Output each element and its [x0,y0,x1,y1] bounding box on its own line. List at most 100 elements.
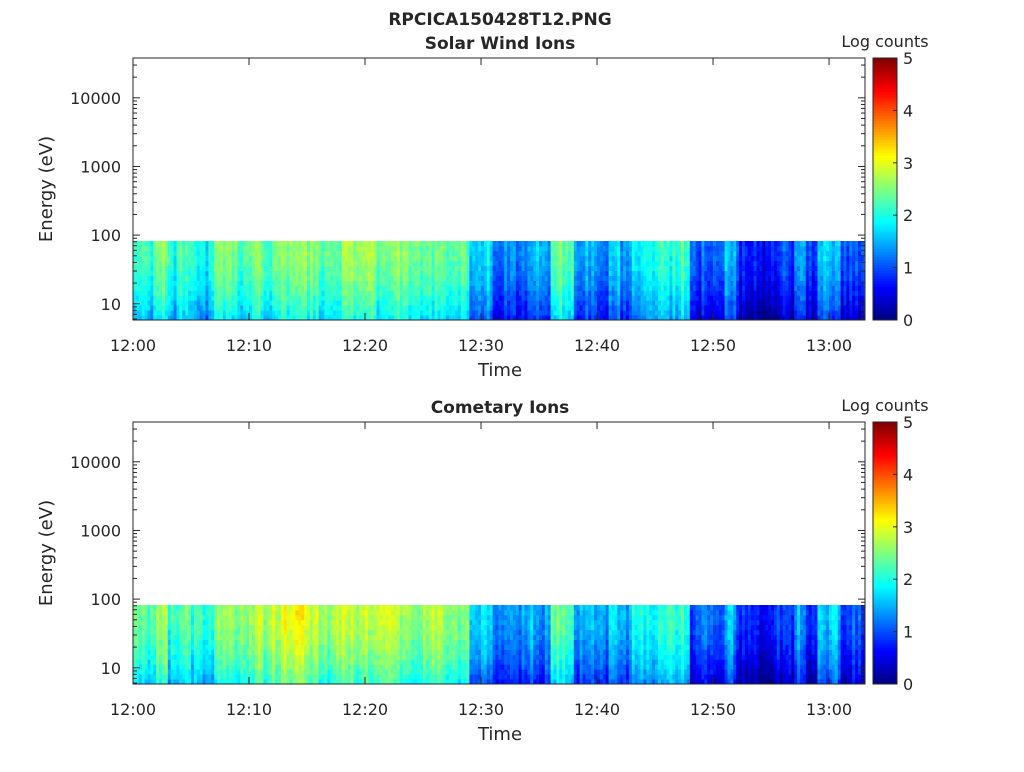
heatmap-cell [461,305,464,310]
heatmap-cell [307,271,310,276]
heatmap-cell [426,261,429,266]
heatmap-cell [646,261,649,266]
heatmap-cell [780,276,783,281]
heatmap-cell [240,669,243,674]
heatmap-cell [417,290,420,295]
heatmap-cell [368,290,371,295]
heatmap-cell [823,290,826,295]
heatmap-cell [232,625,235,630]
heatmap-cell [362,300,365,305]
heatmap-cell [835,266,838,271]
heatmap-cell [203,300,206,305]
heatmap-cell [675,261,678,266]
heatmap-cell [423,256,426,261]
heatmap-cell [179,630,182,635]
heatmap-cell [214,635,217,640]
heatmap-cell [232,640,235,645]
heatmap-cell [208,241,211,246]
heatmap-cell [380,290,383,295]
heatmap-cell [852,310,855,315]
heatmap-cell [182,620,185,625]
heatmap-cell [168,630,171,635]
heatmap-cell [174,295,177,300]
heatmap-cell [716,300,719,305]
heatmap-cell [806,281,809,286]
heatmap-cell [237,295,240,300]
heatmap-cell [513,305,516,310]
heatmap-cell [525,281,528,286]
heatmap-cell [214,674,217,679]
heatmap-cell [600,256,603,261]
heatmap-cell [542,266,545,271]
heatmap-cell [583,256,586,261]
heatmap-cell [861,256,864,261]
heatmap-cell [699,246,702,251]
heatmap-cell [237,630,240,635]
heatmap-cell [446,300,449,305]
heatmap-cell [777,241,780,246]
heatmap-cell [600,271,603,276]
heatmap-cell [591,246,594,251]
heatmap-cell [162,605,165,610]
heatmap-cell [388,251,391,256]
heatmap-cell [530,305,533,310]
heatmap-cell [736,281,739,286]
heatmap-cell [159,645,162,650]
heatmap-cell [667,310,670,315]
heatmap-cell [165,674,168,679]
heatmap-cell [397,310,400,315]
heatmap-cell [452,310,455,315]
heatmap-cell [243,285,246,290]
heatmap-cell [307,300,310,305]
heatmap-cell [185,266,188,271]
heatmap-cell [171,305,174,310]
heatmap-cell [759,285,762,290]
heatmap-cell [577,300,580,305]
heatmap-cell [574,246,577,251]
heatmap-cell [417,241,420,246]
heatmap-cell [510,241,513,246]
heatmap-cell [559,285,562,290]
heatmap-cell [255,605,258,610]
heatmap-cell [435,310,438,315]
heatmap-cell [527,276,530,281]
heatmap-cell [498,261,501,266]
heatmap-cell [380,285,383,290]
heatmap-cell [522,300,525,305]
heatmap-cell [327,290,330,295]
heatmap-cell [426,251,429,256]
heatmap-cell [464,310,467,315]
heatmap-cell [817,300,820,305]
heatmap-cell [809,246,812,251]
heatmap-cell [606,276,609,281]
heatmap-cell [377,290,380,295]
heatmap-cell [556,246,559,251]
heatmap-cell [861,290,864,295]
heatmap-cell [858,261,861,266]
heatmap-cell [261,266,264,271]
heatmap-cell [377,251,380,256]
heatmap-cell [501,276,504,281]
heatmap-cell [411,241,414,246]
heatmap-cell [264,654,267,659]
heatmap-cell [646,290,649,295]
heatmap-cell [490,285,493,290]
heatmap-cell [272,305,275,310]
heatmap-cell [606,241,609,246]
heatmap-cell [330,246,333,251]
heatmap-cell [493,295,496,300]
heatmap-cell [258,620,261,625]
heatmap-cell [467,295,470,300]
heatmap-cell [162,285,165,290]
heatmap [133,241,865,320]
heatmap-cell [356,285,359,290]
heatmap-cell [667,266,670,271]
heatmap-cell [716,281,719,286]
heatmap-cell [809,256,812,261]
heatmap-cell [249,654,252,659]
heatmap-cell [612,281,615,286]
heatmap-cell [458,295,461,300]
heatmap-cell [675,285,678,290]
heatmap-cell [768,310,771,315]
heatmap-cell [197,630,200,635]
